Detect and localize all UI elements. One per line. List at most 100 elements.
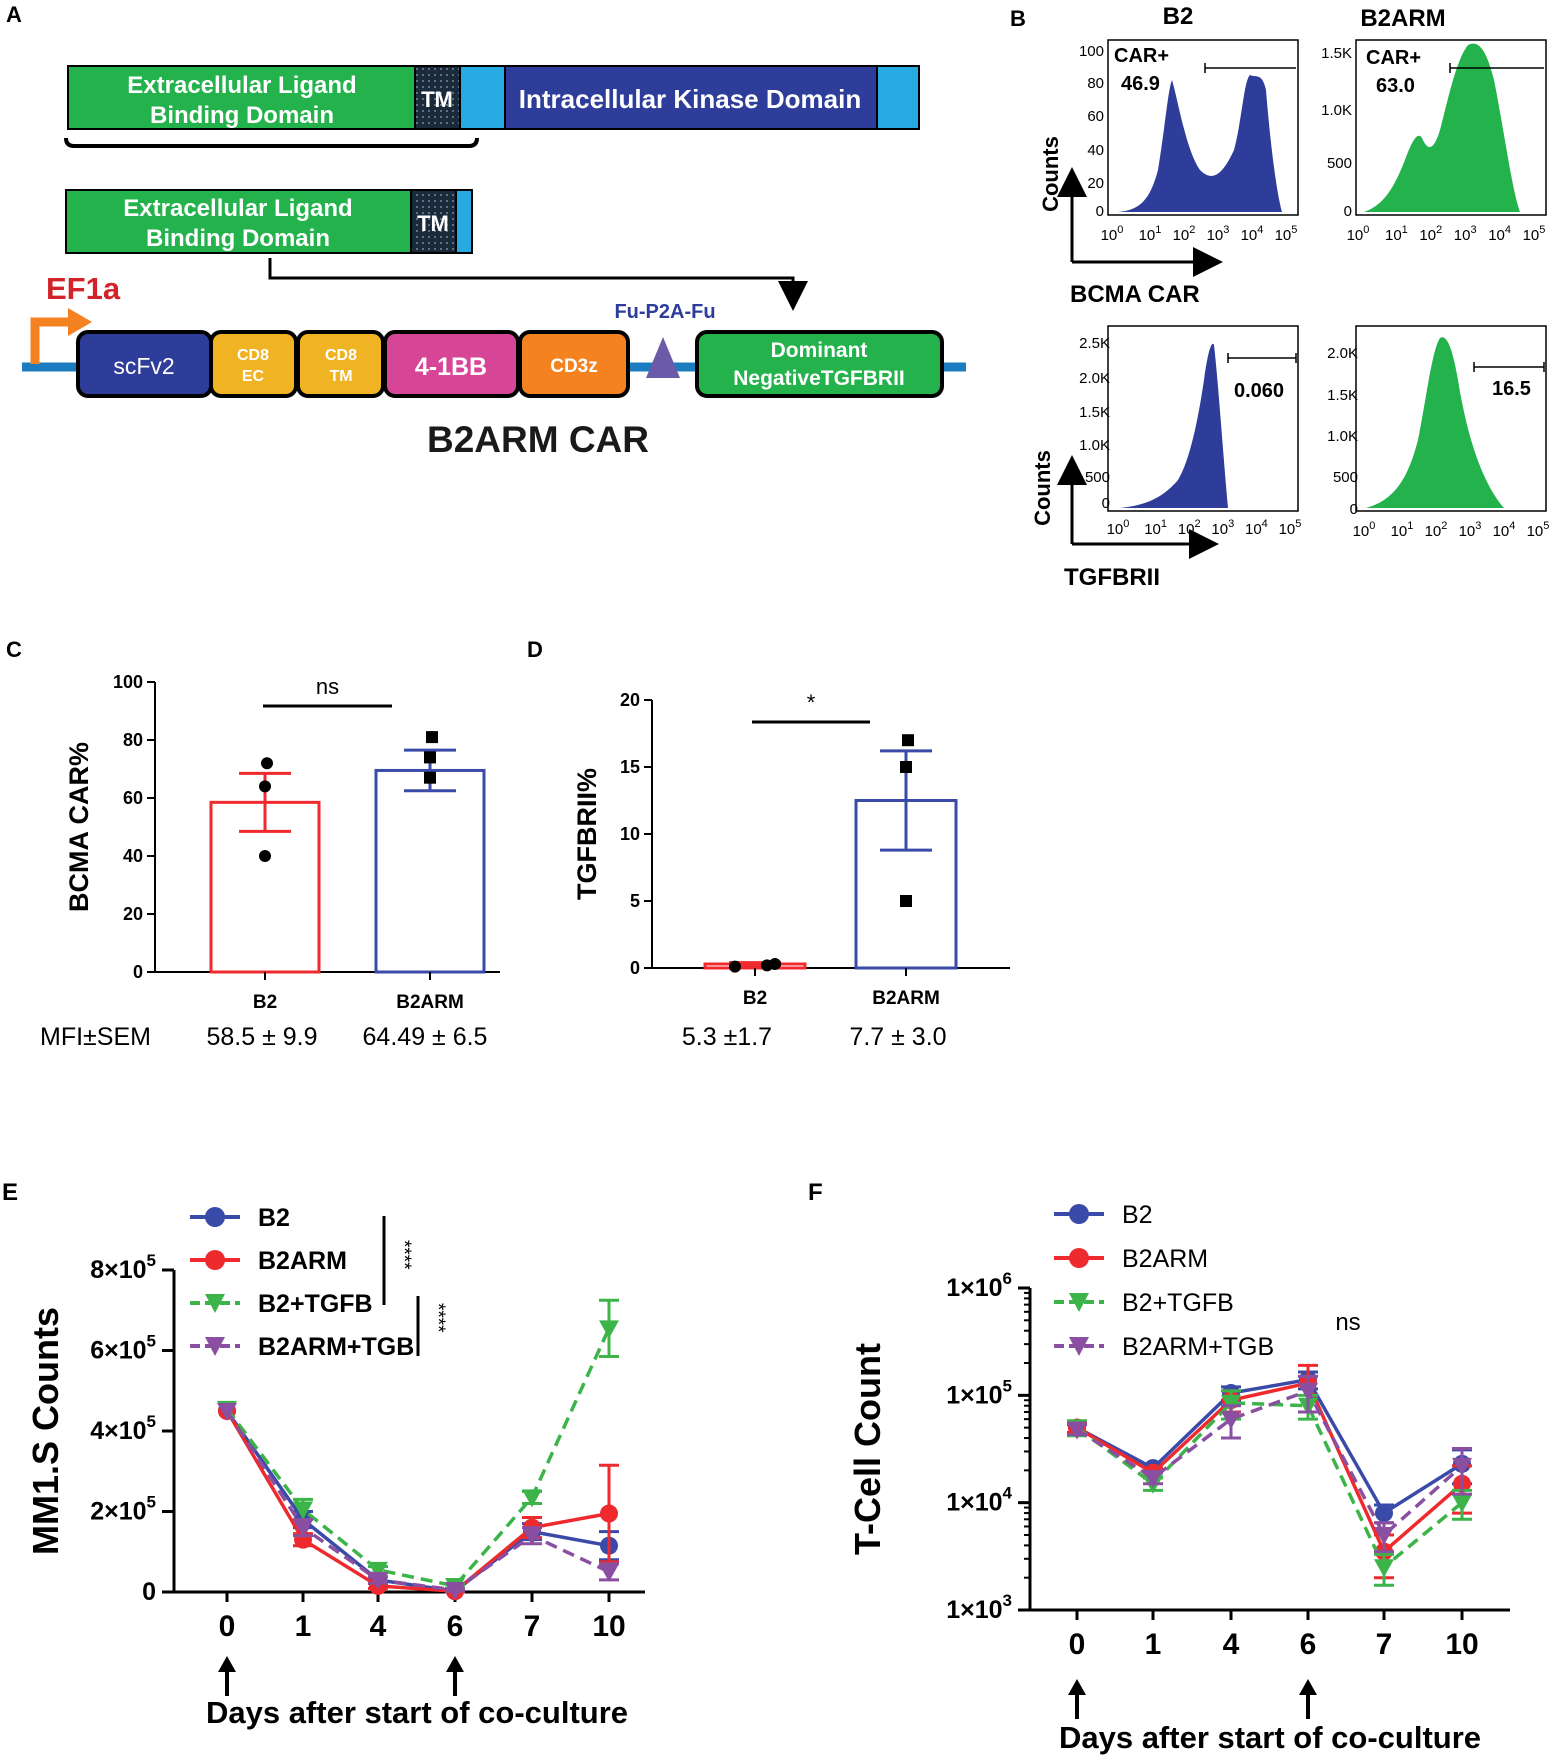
panel-d: D 0 5 10 15 20 TGFBRII% B2 5.3 ±1.7 B2ARM 7.7 ± 3… bbox=[527, 637, 1010, 1051]
x-tick-label: 101 bbox=[1139, 224, 1162, 244]
legend-label: B2+TGFB bbox=[1122, 1289, 1234, 1317]
data-point bbox=[424, 771, 436, 784]
significance-label: **** bbox=[393, 1240, 414, 1270]
panel-d-label: D bbox=[527, 637, 543, 662]
y-tick-label: 100 bbox=[113, 672, 143, 692]
histogram-b2-tgfbrii: 0.060 2.5K 2.0K 1.5K 1.0K 500 0 100 101 10… bbox=[1079, 325, 1302, 538]
truncated-tm-label: TM bbox=[417, 211, 449, 236]
x-tick-label: 1 bbox=[295, 1610, 312, 1643]
y-tick-label: 0 bbox=[142, 1578, 156, 1606]
tgfbrii-axis-guide: Counts TGFBRII bbox=[1030, 450, 1219, 591]
gate-value: 46.9 bbox=[1121, 73, 1160, 95]
hist-frame bbox=[1355, 39, 1547, 216]
y-tick-label: 1×106 bbox=[946, 1269, 1012, 1302]
data-point bbox=[293, 1519, 313, 1538]
x-tick-label: 10 bbox=[1445, 1628, 1478, 1661]
y-tick-label: 20 bbox=[620, 690, 640, 710]
series-line-b2arm bbox=[225, 1409, 610, 1593]
panel-a: A Extracellular Ligand Binding Domain TM… bbox=[6, 2, 966, 460]
y-tick-label: 0 bbox=[630, 958, 640, 978]
x-tick-label: 105 bbox=[1279, 518, 1302, 538]
col-title-b2: B2 bbox=[1163, 3, 1194, 30]
x-axis-label: Days after start of co-culture bbox=[1059, 1720, 1481, 1755]
y-axis-label: MM1.S Counts bbox=[25, 1307, 66, 1555]
legend-marker bbox=[1069, 1248, 1089, 1268]
legend-label: B2 bbox=[258, 1204, 290, 1232]
cd8ec-line1: CD8 bbox=[237, 347, 269, 364]
y-tick: 0 bbox=[1350, 501, 1358, 518]
dn-tgfbrii-box bbox=[695, 330, 944, 398]
counts-label: Counts bbox=[1038, 136, 1063, 212]
stat-value: 7.7 ± 3.0 bbox=[849, 1023, 946, 1051]
cd8tm-line2: TM bbox=[329, 368, 352, 385]
x-tick-label: 105 bbox=[1527, 520, 1550, 540]
y-tick-label: 40 bbox=[123, 846, 143, 866]
stat-value: 58.5 ± 9.9 bbox=[206, 1023, 317, 1051]
gate-label: CAR+ bbox=[1114, 45, 1169, 67]
x-tick-label: 100 bbox=[1347, 224, 1370, 244]
data-point bbox=[368, 1571, 388, 1590]
tgfbrii-label: TGFBRII bbox=[1064, 564, 1160, 591]
y-tick: 100 bbox=[1079, 43, 1104, 60]
hist-fill bbox=[1120, 343, 1228, 508]
insertion-arrow bbox=[268, 258, 808, 311]
legend-label: B2ARM bbox=[1122, 1245, 1208, 1273]
data-point bbox=[900, 761, 912, 773]
bcma-car-label: BCMA CAR bbox=[1070, 281, 1200, 308]
y-axis-label: BCMA CAR% bbox=[64, 742, 94, 912]
bar-b2arm bbox=[374, 768, 486, 974]
y-ticks: 100 80 60 40 20 0 bbox=[1079, 43, 1104, 220]
panel-b: B B2 B2ARM CAR+ 46.9 100 80 60 40 20 0 1… bbox=[1010, 3, 1549, 591]
x-tick-label: 104 bbox=[1488, 224, 1511, 244]
receptor-full: Extracellular Ligand Binding Domain TM I… bbox=[64, 65, 920, 148]
histogram-b2arm-bcma: CAR+ 63.0 1.5K 1.0K 500 0 100 101 102 103 10… bbox=[1321, 39, 1547, 244]
x-tick-label: 1 bbox=[1145, 1628, 1162, 1661]
data-point bbox=[261, 757, 273, 770]
scfv-label: scFv2 bbox=[113, 353, 174, 379]
panel-f: F 1×103 1×104 1×105 1×106 0 1 4 6 7 10 Days after … bbox=[808, 1179, 1510, 1755]
gate-value: 0.060 bbox=[1234, 380, 1284, 402]
y-tick-label: 1×103 bbox=[946, 1591, 1012, 1624]
y-tick-label: 10 bbox=[620, 824, 640, 844]
x-tick-label: B2ARM bbox=[396, 992, 464, 1013]
receptor-kinase-box bbox=[504, 65, 878, 130]
legend-label: B2+TGFB bbox=[258, 1290, 373, 1318]
x-tick-label: 102 bbox=[1425, 520, 1448, 540]
treatment-arrowhead-icon bbox=[446, 1656, 464, 1672]
truncated-ecd-line2: Binding Domain bbox=[146, 225, 330, 252]
y-tick-label: 4×105 bbox=[90, 1412, 156, 1445]
dn-tgfbrii-line2: NegativeTGFBRII bbox=[733, 367, 905, 390]
data-point bbox=[259, 850, 271, 862]
y-tick: 1.0K bbox=[1321, 102, 1352, 119]
receptor-tm-label: TM bbox=[421, 87, 453, 112]
receptor-truncated: Extracellular Ligand Binding Domain TM bbox=[65, 189, 808, 311]
y-tick-label: 5 bbox=[630, 891, 640, 911]
x-tick-label: 103 bbox=[1211, 518, 1234, 538]
car-construct: EF1a scFv2 CD8 EC CD8 TM 4-1BB CD3z Fu-P… bbox=[22, 271, 966, 460]
data-point bbox=[900, 895, 912, 907]
receptor-ecd-line2: Binding Domain bbox=[150, 102, 334, 129]
histogram-b2arm-tgfbrii: 16.5 2.0K 1.5K 1.0K 500 0 100 101 102 103 10… bbox=[1327, 325, 1550, 540]
panel-f-label: F bbox=[808, 1179, 823, 1206]
legend-marker bbox=[205, 1207, 225, 1227]
y-tick-label: 1×105 bbox=[946, 1376, 1012, 1409]
receptor-kinase-label: Intracellular Kinase Domain bbox=[519, 84, 861, 114]
x-tick-label: 0 bbox=[219, 1610, 236, 1643]
series-line-b2arm-tgb bbox=[1076, 1388, 1464, 1538]
x-tick-label: 100 bbox=[1101, 224, 1124, 244]
costim-4-1bb-label: 4-1BB bbox=[415, 353, 487, 381]
legend-label: B2ARM bbox=[258, 1247, 347, 1275]
y-tick: 1.0K bbox=[1327, 428, 1358, 445]
stat-value: 64.49 ± 6.5 bbox=[363, 1023, 488, 1051]
x-tick-label: 7 bbox=[524, 1610, 541, 1643]
x-tick-label: 102 bbox=[1178, 518, 1201, 538]
y-ticks: 2.5K 2.0K 1.5K 1.0K 500 0 bbox=[1079, 335, 1110, 512]
panel-c-label: C bbox=[6, 637, 22, 662]
series-line-b2-tgfb bbox=[1075, 1401, 1464, 1571]
x-ticks: 100 101 102 103 104 105 bbox=[1101, 224, 1298, 244]
y-tick: 0 bbox=[1102, 495, 1110, 512]
x-tick-label: 102 bbox=[1419, 224, 1442, 244]
y-tick: 20 bbox=[1087, 175, 1104, 192]
x-tick-label: 103 bbox=[1454, 224, 1477, 244]
y-tick: 2.5K bbox=[1079, 335, 1110, 352]
